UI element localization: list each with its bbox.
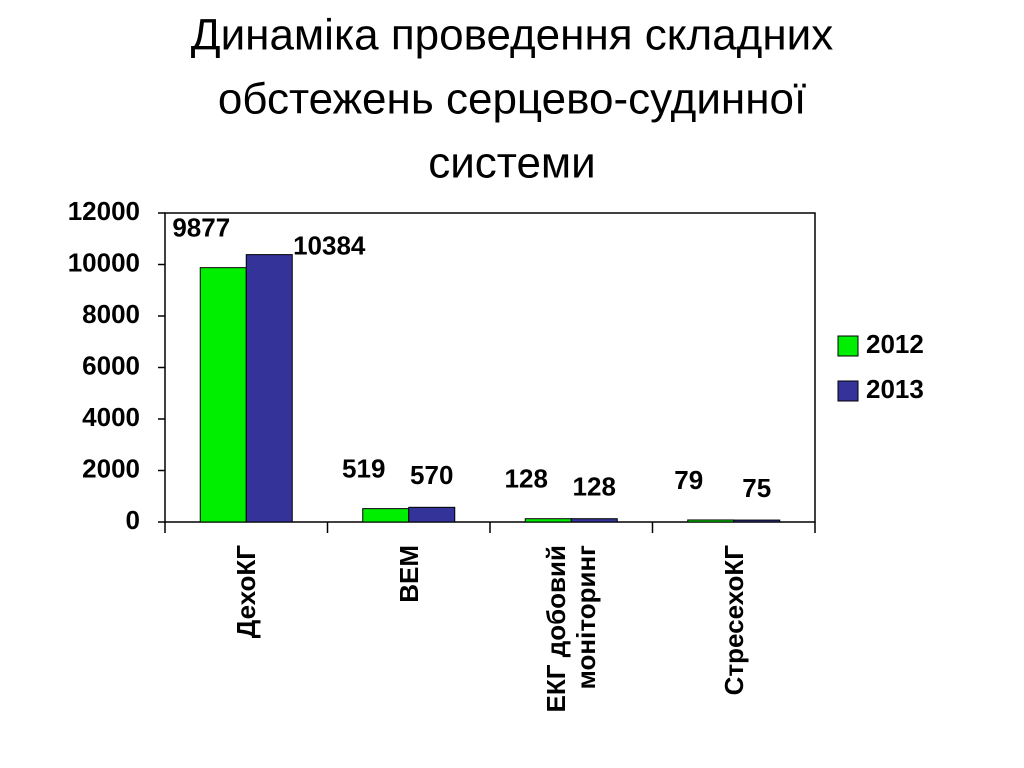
x-tick-label: ВЕМ [393, 545, 424, 603]
y-tick-label: 6000 [82, 350, 140, 380]
bar [408, 506, 456, 523]
x-tick-label: ЕКГ добовий моніторинг [541, 545, 602, 713]
bar [245, 254, 293, 523]
y-tick-label: 2000 [82, 453, 140, 483]
bar [733, 519, 781, 523]
bar [687, 519, 735, 523]
y-tick-label: 8000 [82, 299, 140, 329]
bar [199, 267, 247, 523]
chart-title: обстежень серцево-судинної [218, 75, 806, 124]
legend-swatch [837, 335, 859, 357]
data-label: 10384 [293, 230, 366, 260]
data-label: 128 [505, 464, 548, 494]
bar [362, 508, 410, 523]
legend-label: 2013 [866, 374, 924, 404]
chart-title: системи [428, 139, 596, 188]
data-label: 9877 [172, 213, 230, 243]
data-label: 79 [674, 465, 703, 495]
x-tick-label: ДехоКГ [231, 545, 262, 639]
y-tick-label: 10000 [68, 247, 140, 277]
data-label: 128 [573, 472, 616, 502]
y-tick-label: 4000 [82, 402, 140, 432]
data-label: 519 [342, 454, 385, 484]
y-tick-label: 12000 [68, 196, 140, 226]
x-tick-label: СтресехоКГ [718, 545, 749, 696]
legend-label: 2012 [866, 329, 924, 359]
data-label: 75 [742, 473, 771, 503]
bar [570, 518, 618, 523]
data-label: 570 [410, 460, 453, 490]
bar [524, 518, 572, 523]
chart-title: Динаміка проведення складних [191, 11, 833, 60]
legend-swatch [837, 380, 859, 402]
y-tick-label: 0 [126, 505, 140, 535]
